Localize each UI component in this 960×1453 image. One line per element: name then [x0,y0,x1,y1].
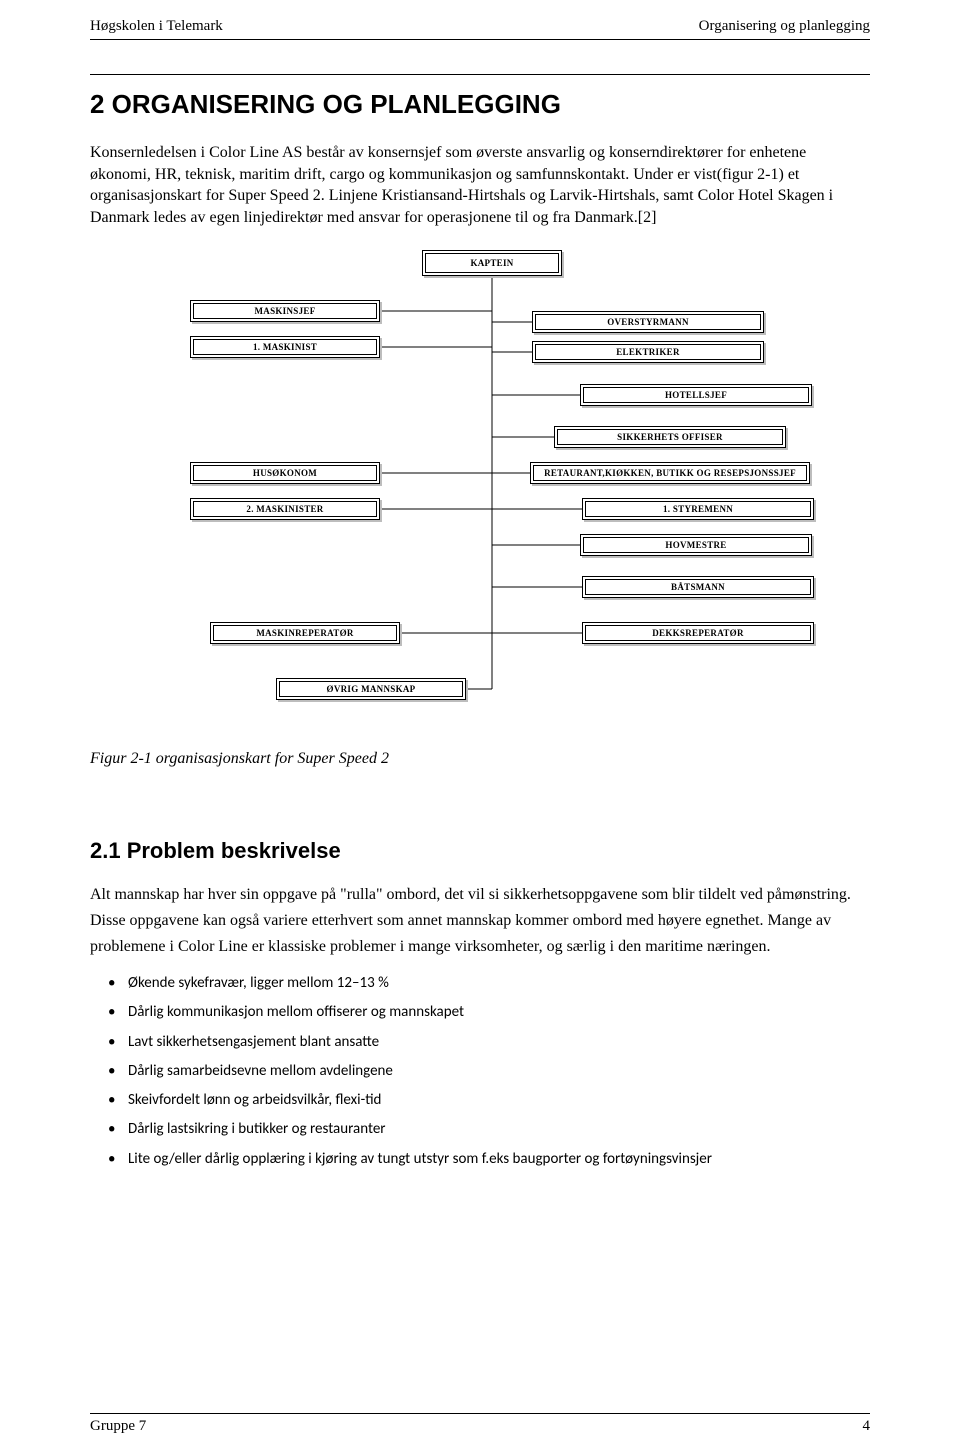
org-node-sikkerhets: SIKKERHETS OFFISER [554,426,786,448]
bullet-list: Økende sykefravær, ligger mellom 12–13 %… [90,969,870,1174]
header-right: Organisering og planlegging [699,18,870,35]
org-node-hotellsjef: HOTELLSJEF [580,384,812,406]
footer-right: 4 [863,1418,871,1435]
footer-rule [90,1413,870,1414]
footer-left: Gruppe 7 [90,1418,146,1435]
org-node-1maskinist: 1. MASKINIST [190,336,380,358]
org-node-husokonom: HUSØKONOM [190,462,380,484]
bullet-item: Dårlig samarbeidsevne mellom avdelingene [128,1057,870,1086]
org-node-retaurant: RETAURANT,KIØKKEN, BUTIKK OG RESEPSJONSS… [530,462,810,484]
org-node-elektriker: ELEKTRIKER [532,341,764,363]
org-node-1styremenn: 1. STYREMENN [582,498,814,520]
bullet-item: Økende sykefravær, ligger mellom 12–13 % [128,969,870,998]
org-node-ovrig: ØVRIG MANNSKAP [276,678,466,700]
bullet-item: Lite og/eller dårlig opplæring i kjøring… [128,1145,870,1174]
org-node-hovmestre: HOVMESTRE [580,534,812,556]
org-chart: KAPTEIN MASKINSJEF OVERSTYRMANN 1. MASKINIS… [82,244,842,744]
org-node-dekksrep: DEKKSREPERATØR [582,622,814,644]
org-node-kaptein: KAPTEIN [422,250,562,276]
page-header: Høgskolen i Telemark Organisering og pla… [90,18,870,37]
section-rule [90,74,870,75]
chapter-title: 2 ORGANISERING OG PLANLEGGING [90,89,870,120]
org-node-2maskinister: 2. MASKINISTER [190,498,380,520]
bullet-item: Skeivfordelt lønn og arbeidsvilkår, flex… [128,1086,870,1115]
bullet-item: Lavt sikkerhetsengasjement blant ansatte [128,1028,870,1057]
section-title: 2.1 Problem beskrivelse [90,838,870,864]
page-footer: Gruppe 7 4 [90,1411,870,1435]
header-rule [90,39,870,40]
org-node-maskinsjef: MASKINSJEF [190,300,380,322]
problem-paragraph: Alt mannskap har hver sin oppgave på "ru… [90,882,870,959]
bullet-item: Dårlig kommunikasjon mellom offiserer og… [128,998,870,1027]
header-left: Høgskolen i Telemark [90,18,223,35]
org-node-overstyrmann: OVERSTYRMANN [532,311,764,333]
bullet-item: Dårlig lastsikring i butikker og restaur… [128,1115,870,1144]
figure-caption: Figur 2-1 organisasjonskart for Super Sp… [90,750,870,768]
intro-paragraph: Konsernledelsen i Color Line AS består a… [90,142,870,228]
org-node-batsmann: BÅTSMANN [582,576,814,598]
org-node-maskinrep: MASKINREPERATØR [210,622,400,644]
